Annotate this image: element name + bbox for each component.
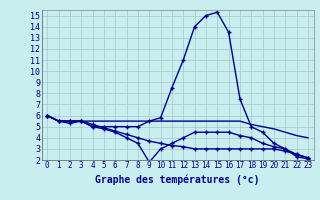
X-axis label: Graphe des températures (°c): Graphe des températures (°c) [95, 175, 260, 185]
